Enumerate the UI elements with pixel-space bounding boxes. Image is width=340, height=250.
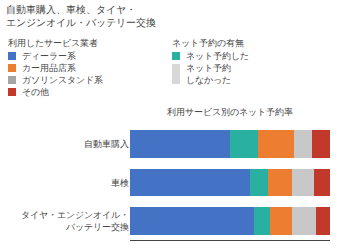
svg-text:ガソリンスタンド系: ガソリンスタンド系 (22, 75, 103, 85)
svg-text:ネット予約しなかった: ネット予約しなかった (186, 63, 231, 85)
svg-text:ネット予約の有無: ネット予約の有無 (172, 38, 244, 48)
svg-text:利用サービス別のネット予約率: 利用サービス別のネット予約率 (167, 107, 293, 117)
svg-text:利用したサービス業者: 利用したサービス業者 (8, 38, 98, 48)
svg-text:自動車購入、車検、タイヤ・エンジンオイル・バッテリー交換: 自動車購入、車検、タイヤ・エンジンオイル・バッテリー交換 (6, 4, 156, 28)
svg-text:車検: 車検 (111, 178, 129, 188)
svg-text:ディーラー系: ディーラー系 (22, 51, 76, 61)
svg-text:ネット予約した: ネット予約した (186, 51, 249, 61)
svg-text:その他: その他 (22, 87, 49, 97)
svg-text:自動車購入: 自動車購入 (84, 139, 129, 149)
svg-text:タイヤ・エンジンオイル・バッテリー交換: タイヤ・エンジンオイル・バッテリー交換 (21, 210, 129, 232)
svg-text:カー用品店系: カー用品店系 (22, 63, 76, 73)
